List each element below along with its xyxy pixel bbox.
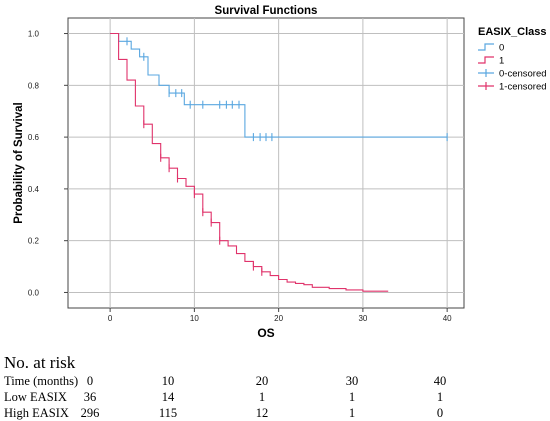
plot-frame bbox=[67, 17, 465, 309]
risk-cell-low-40: 1 bbox=[436, 390, 444, 404]
risk-cell-time-0: 0 bbox=[86, 374, 94, 388]
risk-cell-time-30: 30 bbox=[345, 374, 359, 388]
legend-swatch-2 bbox=[478, 69, 494, 77]
y-tick-label: 0.8 bbox=[28, 81, 40, 90]
legend-swatch-1 bbox=[478, 56, 494, 64]
x-tick-label: 0 bbox=[108, 314, 113, 323]
legend-label-1: 1 bbox=[499, 56, 504, 67]
risk-cell-low-30: 1 bbox=[348, 390, 356, 404]
risk-row-label-time: Time (months) bbox=[4, 374, 79, 388]
risk-cell-low-0: 36 bbox=[83, 390, 97, 404]
legend-label-0: 0 bbox=[499, 43, 504, 54]
risk-cell-high-0: 296 bbox=[80, 406, 100, 420]
risk-cell-time-40: 40 bbox=[433, 374, 447, 388]
risk-cell-time-10: 10 bbox=[161, 374, 175, 388]
x-tick-label: 40 bbox=[443, 314, 452, 323]
y-axis-label: Probability of Survival bbox=[13, 102, 25, 223]
risk-cell-time-20: 20 bbox=[255, 374, 269, 388]
legend-label-2: 0-censored bbox=[499, 69, 547, 80]
risk-cell-high-40: 0 bbox=[436, 406, 444, 420]
x-tick-label: 20 bbox=[274, 314, 283, 323]
series-1-line bbox=[110, 32, 389, 292]
legend-label-3: 1-censored bbox=[499, 82, 547, 93]
y-tick-label: 1.0 bbox=[28, 30, 40, 39]
risk-row-label-high: High EASIX bbox=[4, 406, 69, 420]
risk-cell-high-10: 115 bbox=[158, 406, 178, 420]
x-tick-label: 10 bbox=[190, 314, 199, 323]
series-0-line bbox=[110, 32, 448, 138]
y-tick-label: 0.6 bbox=[28, 133, 40, 142]
risk-table-title: No. at risk bbox=[4, 353, 76, 372]
risk-cell-high-30: 1 bbox=[348, 406, 356, 420]
legend-swatch-3 bbox=[478, 82, 494, 90]
risk-cell-low-10: 14 bbox=[161, 390, 175, 404]
y-tick-label: 0.2 bbox=[28, 237, 40, 246]
legend-swatch-0 bbox=[478, 43, 494, 51]
x-tick-label: 30 bbox=[358, 314, 367, 323]
x-axis-label: OS bbox=[257, 326, 274, 340]
chart-title: Survival Functions bbox=[215, 5, 318, 17]
y-tick-label: 0.0 bbox=[28, 288, 40, 297]
risk-cell-high-20: 12 bbox=[255, 406, 269, 420]
risk-cell-low-20: 1 bbox=[258, 390, 266, 404]
legend-title: EASIX_Class bbox=[478, 26, 546, 38]
y-tick-label: 0.4 bbox=[28, 185, 40, 194]
risk-row-label-low: Low EASIX bbox=[4, 390, 67, 404]
